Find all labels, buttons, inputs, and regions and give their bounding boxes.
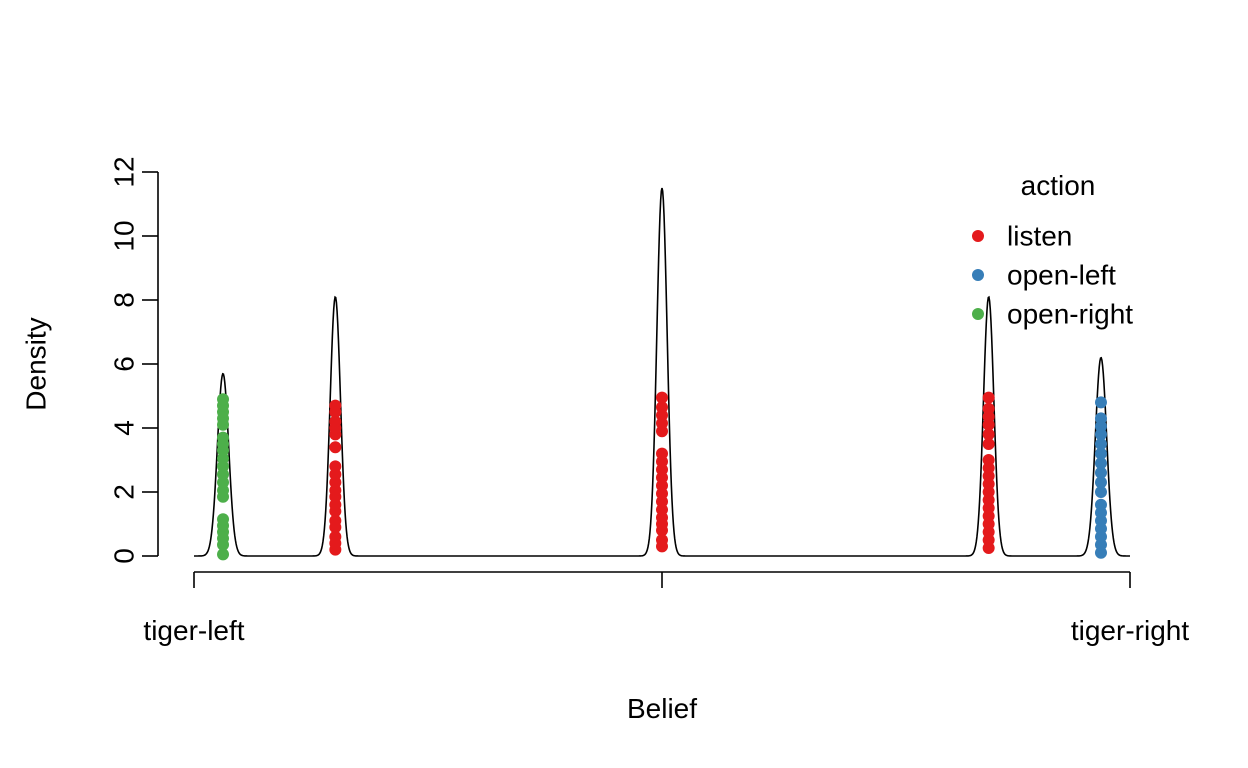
point-listen bbox=[329, 530, 342, 543]
point-open-right bbox=[217, 431, 230, 444]
y-tick-label: 12 bbox=[109, 156, 140, 187]
point-open-left bbox=[1094, 457, 1107, 470]
y-tick-label: 0 bbox=[109, 548, 140, 564]
point-listen bbox=[329, 441, 342, 454]
point-listen bbox=[982, 438, 995, 450]
legend-label-open-left: open-left bbox=[1007, 260, 1116, 291]
point-listen bbox=[329, 399, 342, 412]
data-points bbox=[217, 391, 1107, 561]
point-listen bbox=[329, 460, 342, 473]
y-tick-label: 2 bbox=[109, 484, 140, 500]
legend-label-listen: listen bbox=[1007, 221, 1072, 252]
point-listen bbox=[656, 534, 668, 546]
point-open-left bbox=[1094, 476, 1107, 489]
series-listen bbox=[329, 391, 995, 556]
point-open-left bbox=[1094, 466, 1107, 479]
point-listen bbox=[982, 428, 995, 441]
legend-marker-listen bbox=[972, 230, 984, 242]
legend: action listen open-left open-right bbox=[972, 170, 1133, 330]
point-open-left bbox=[1094, 438, 1107, 450]
point-open-right bbox=[217, 513, 230, 526]
y-tick-label: 10 bbox=[109, 220, 140, 251]
point-listen bbox=[982, 402, 995, 415]
x-axis-label: Belief bbox=[627, 693, 697, 724]
point-listen bbox=[982, 454, 995, 466]
y-tick-label: 8 bbox=[109, 292, 140, 308]
point-open-left bbox=[1094, 447, 1107, 460]
point-open-left bbox=[1094, 412, 1107, 425]
point-open-left bbox=[1094, 486, 1107, 498]
x-axis: tiger-left tiger-right bbox=[143, 571, 1189, 646]
point-open-left bbox=[1094, 498, 1107, 511]
x-tick-label: tiger-right bbox=[1071, 615, 1189, 646]
legend-label-open-right: open-right bbox=[1007, 299, 1133, 330]
point-listen bbox=[329, 514, 342, 527]
density-curve bbox=[194, 187, 1130, 557]
point-open-right bbox=[217, 393, 230, 406]
series-open-left bbox=[1094, 396, 1107, 559]
legend-marker-open-right bbox=[972, 308, 984, 320]
y-axis-label: Density bbox=[21, 317, 52, 410]
series-open-right bbox=[217, 393, 230, 561]
point-open-left bbox=[1094, 396, 1107, 409]
legend-title: action bbox=[1021, 170, 1096, 201]
point-listen bbox=[656, 447, 668, 460]
point-listen bbox=[329, 415, 342, 428]
legend-marker-open-left bbox=[972, 269, 984, 281]
y-axis: 0 2 4 6 8 10 12 bbox=[109, 156, 159, 564]
point-listen bbox=[656, 391, 668, 404]
y-tick-label: 4 bbox=[109, 420, 140, 436]
point-listen bbox=[656, 401, 668, 414]
x-tick-label: tiger-left bbox=[143, 615, 244, 646]
point-open-right bbox=[217, 548, 230, 561]
point-listen bbox=[982, 391, 995, 404]
y-tick-label: 6 bbox=[109, 356, 140, 372]
